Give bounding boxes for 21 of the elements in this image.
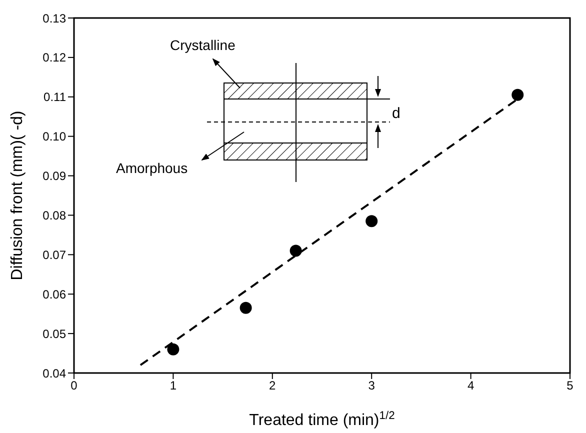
x-axis-title: Treated time (min)$^{1/2}$ — [249, 410, 395, 429]
y-tick-label: 0.05 — [42, 326, 66, 341]
annotation: Crystalline — [170, 37, 236, 53]
y-tick-label: 0.08 — [42, 208, 66, 222]
x-tick-label: 5 — [566, 378, 574, 393]
y-tick-label: 0.11 — [44, 90, 66, 104]
y-tick-label: 0.10 — [42, 130, 66, 144]
x-tick-label: 0 — [70, 378, 78, 393]
y-tick-label: 0.06 — [42, 287, 66, 302]
x-tick-label: 3 — [368, 378, 376, 393]
annotation: Amorphous — [116, 160, 188, 176]
y-tick-label: 0.04 — [42, 366, 66, 380]
y-tick-label: 0.09 — [42, 169, 66, 184]
y-tick-label: 0.07 — [42, 248, 66, 262]
y-axis-title: Diffusion front (mm)( -d) — [9, 110, 26, 280]
x-tick-label: 2 — [269, 378, 276, 393]
y-tick-label: 0.13 — [42, 11, 66, 26]
annotation: d — [392, 105, 400, 122]
x-tick-label: 1 — [170, 378, 177, 393]
y-tick-label: 0.12 — [42, 50, 66, 65]
x-tick-label: 4 — [467, 378, 474, 393]
